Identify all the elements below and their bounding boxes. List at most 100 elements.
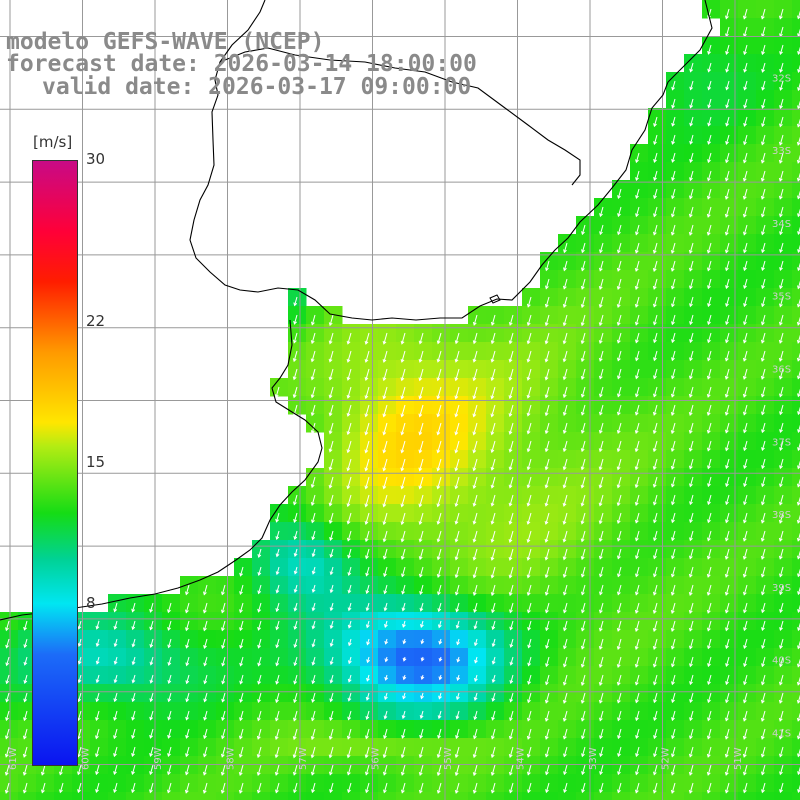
wind-arrow bbox=[149, 620, 154, 631]
wind-arrow bbox=[310, 764, 316, 776]
wind-arrow bbox=[634, 656, 640, 668]
wind-arrow bbox=[508, 458, 514, 471]
wind-arrow bbox=[742, 584, 748, 596]
field-cell bbox=[792, 756, 800, 775]
wind-arrow bbox=[436, 764, 442, 777]
wind-arrow bbox=[490, 422, 496, 436]
wind-arrow bbox=[311, 782, 316, 794]
wind-arrow bbox=[328, 440, 334, 453]
wind-arrow bbox=[778, 692, 784, 704]
wind-arrow bbox=[436, 494, 442, 508]
wind-arrow bbox=[346, 476, 352, 490]
wind-arrow bbox=[5, 674, 10, 685]
wind-arrow bbox=[598, 458, 604, 471]
wind-arrow bbox=[742, 224, 748, 236]
wind-arrow bbox=[670, 638, 676, 650]
wind-arrow bbox=[670, 440, 676, 453]
field-cell bbox=[666, 792, 685, 800]
wind-arrow bbox=[544, 530, 550, 543]
wind-arrow bbox=[23, 656, 28, 666]
wind-arrow bbox=[725, 692, 730, 704]
wind-arrow bbox=[292, 332, 298, 344]
wind-arrow bbox=[544, 386, 550, 399]
wind-arrow bbox=[706, 764, 712, 776]
wind-arrow bbox=[4, 782, 10, 794]
wind-arrow bbox=[310, 476, 316, 489]
field-cell bbox=[792, 594, 800, 613]
wind-arrow bbox=[581, 602, 586, 614]
wind-arrow bbox=[328, 746, 334, 759]
wind-arrow bbox=[95, 638, 100, 647]
wind-arrow bbox=[562, 692, 568, 704]
field-cell bbox=[792, 522, 800, 541]
wind-arrow bbox=[688, 620, 694, 632]
wind-arrow bbox=[706, 782, 712, 794]
wind-arrow bbox=[366, 674, 370, 682]
wind-arrow bbox=[635, 566, 640, 578]
field-cell bbox=[792, 360, 800, 379]
wind-arrow bbox=[256, 746, 262, 759]
wind-arrow bbox=[689, 512, 694, 524]
wind-arrow bbox=[706, 242, 712, 254]
wind-arrow bbox=[760, 566, 766, 578]
wind-arrow bbox=[454, 332, 460, 345]
wind-arrow bbox=[652, 602, 658, 614]
wind-arrow bbox=[779, 422, 784, 434]
wind-arrow bbox=[725, 44, 730, 55]
wind-arrow bbox=[509, 782, 514, 794]
wind-arrow bbox=[292, 350, 298, 363]
wind-arrow bbox=[653, 728, 658, 740]
wind-arrow bbox=[544, 350, 550, 363]
wind-arrow bbox=[329, 656, 334, 666]
wind-arrow bbox=[131, 692, 136, 703]
wind-arrow bbox=[418, 764, 424, 776]
wind-arrow bbox=[653, 332, 658, 344]
coastline-north bbox=[189, 0, 713, 321]
wind-arrow bbox=[779, 386, 784, 398]
wind-arrow bbox=[617, 206, 622, 218]
wind-arrow bbox=[364, 476, 370, 490]
wind-arrow bbox=[382, 332, 388, 345]
wind-arrow bbox=[239, 674, 244, 685]
wind-arrow bbox=[526, 332, 532, 345]
wind-arrow bbox=[383, 584, 388, 595]
wind-arrow bbox=[707, 296, 712, 308]
wind-arrow bbox=[526, 584, 532, 597]
wind-arrow bbox=[545, 260, 550, 272]
wind-arrow bbox=[725, 440, 730, 452]
wind-arrow bbox=[724, 368, 730, 380]
wind-arrow bbox=[671, 170, 676, 182]
wind-arrow bbox=[472, 566, 478, 579]
wind-arrow bbox=[202, 782, 208, 794]
wind-arrow bbox=[365, 584, 370, 595]
wind-arrow bbox=[95, 728, 100, 740]
wind-arrow bbox=[382, 494, 388, 508]
wind-arrow bbox=[364, 530, 370, 543]
wind-arrow bbox=[508, 314, 514, 326]
wind-arrow bbox=[706, 728, 712, 740]
wind-arrow bbox=[95, 674, 100, 684]
wind-arrow bbox=[472, 332, 478, 345]
wind-arrow bbox=[364, 368, 370, 382]
field-cell bbox=[144, 792, 163, 800]
field-cell bbox=[630, 792, 649, 800]
wind-arrow bbox=[617, 782, 622, 794]
wind-arrows bbox=[4, 8, 800, 794]
wind-arrow bbox=[473, 728, 478, 740]
latitude-label: 33S bbox=[772, 146, 791, 157]
wind-arrow bbox=[707, 710, 712, 722]
wind-arrow bbox=[779, 80, 784, 91]
wind-arrow bbox=[616, 296, 622, 309]
wind-arrow bbox=[526, 710, 532, 722]
wind-arrow bbox=[311, 584, 316, 593]
wind-arrow bbox=[328, 368, 334, 381]
wind-arrow bbox=[113, 764, 118, 776]
wind-arrow bbox=[419, 602, 424, 612]
wind-arrow bbox=[400, 512, 406, 526]
wind-arrow bbox=[706, 404, 712, 416]
wind-arrow bbox=[347, 782, 352, 794]
wind-arrow bbox=[725, 656, 730, 668]
wind-arrow bbox=[689, 116, 694, 127]
wind-arrow bbox=[689, 134, 694, 145]
title-model: modelo GEFS-WAVE (NCEP) bbox=[6, 29, 325, 55]
